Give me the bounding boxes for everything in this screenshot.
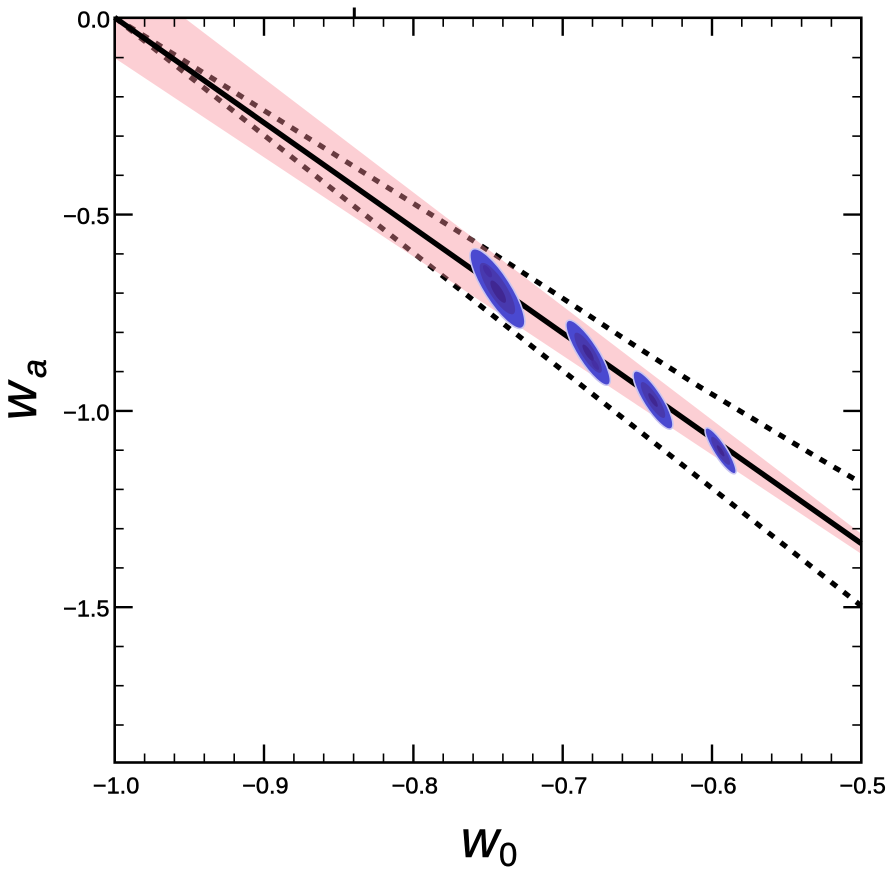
svg-text:−1.0: −1.0	[63, 399, 109, 425]
svg-text:−0.5: −0.5	[63, 203, 109, 229]
svg-text:a: a	[16, 359, 54, 378]
svg-text:0: 0	[499, 836, 517, 873]
svg-text:w: w	[461, 811, 502, 869]
svg-text:−1.0: −1.0	[93, 772, 139, 798]
svg-text:−0.9: −0.9	[242, 772, 288, 798]
svg-text:−1.5: −1.5	[63, 596, 109, 622]
svg-text:−0.5: −0.5	[839, 772, 885, 798]
svg-text:w: w	[0, 379, 48, 420]
svg-text:−0.8: −0.8	[392, 772, 438, 798]
svg-text:−0.7: −0.7	[541, 772, 587, 798]
svg-text:−0.6: −0.6	[690, 772, 736, 798]
svg-text:0.0: 0.0	[77, 6, 110, 32]
